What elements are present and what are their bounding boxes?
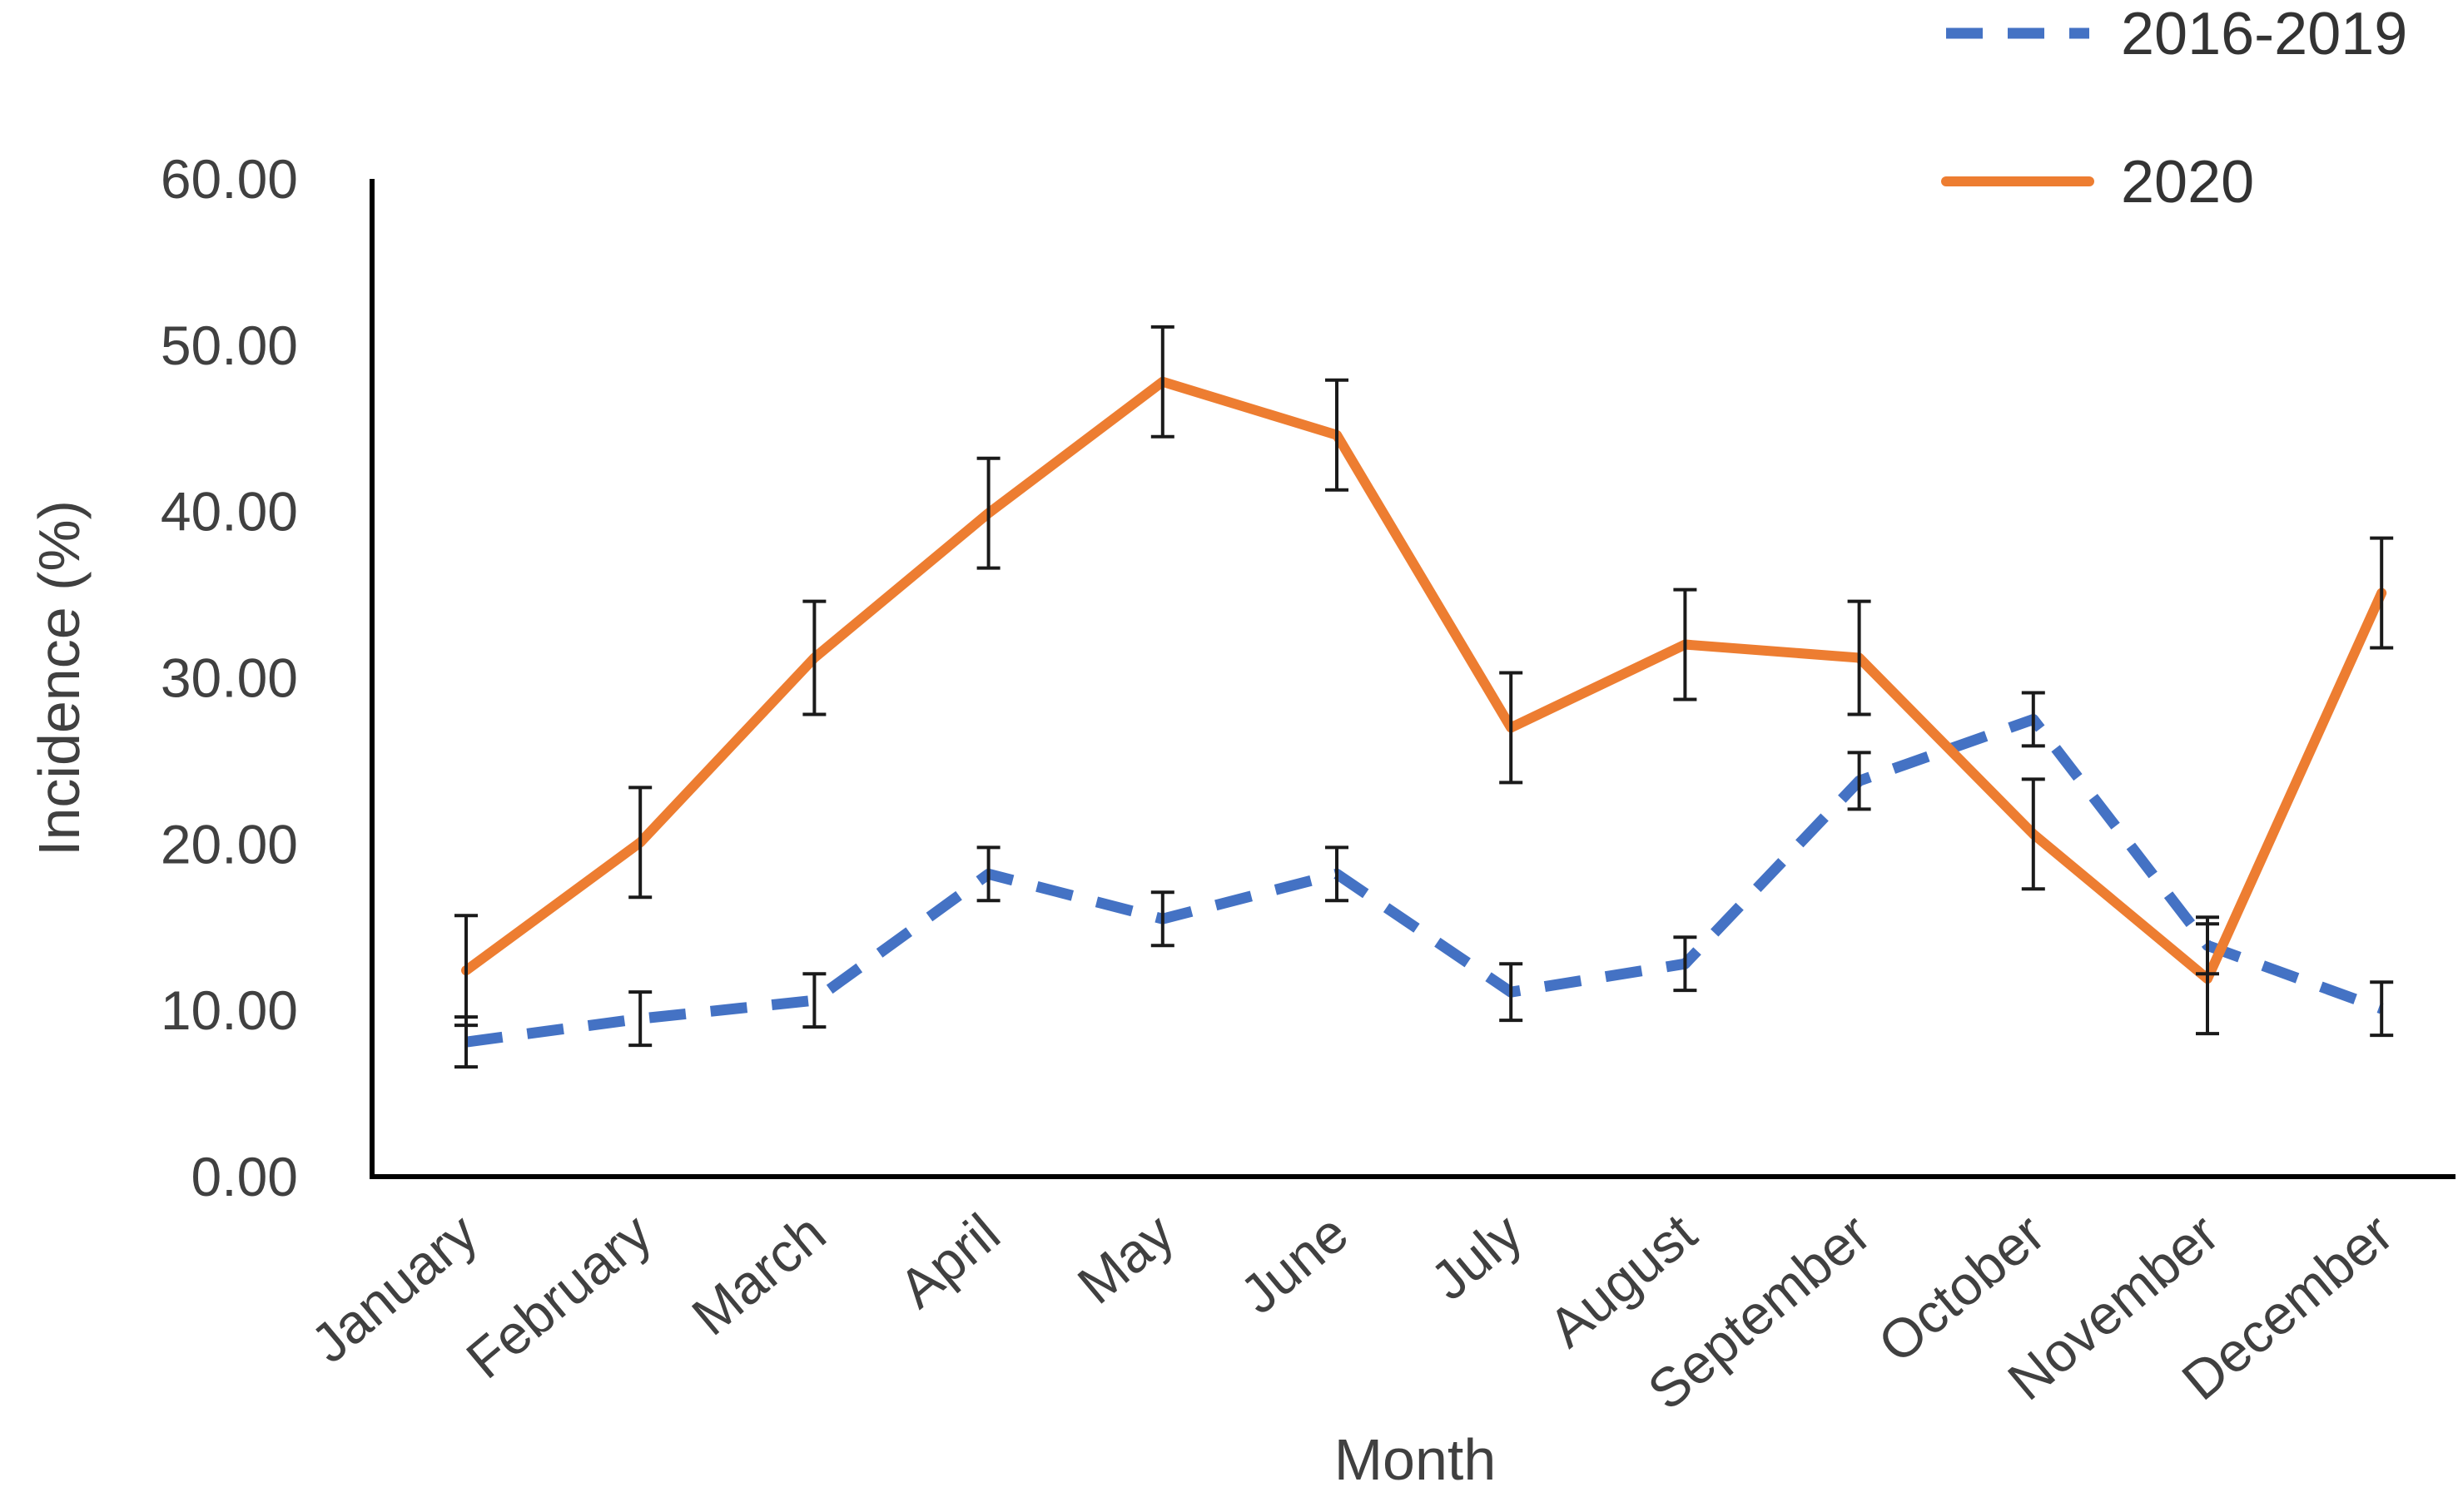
y-tick-label: 10.00 (161, 979, 298, 1041)
error-bar (802, 972, 827, 1029)
error-bar (2196, 922, 2219, 1036)
error-bar (1150, 325, 1174, 439)
series-lines (461, 376, 2387, 1048)
y-tick-label: 0.00 (191, 1146, 298, 1207)
y-tick-label: 20.00 (161, 813, 298, 875)
error-bar (1847, 751, 1871, 811)
chart-axes (370, 179, 2456, 1179)
y-tick-label: 50.00 (161, 315, 298, 376)
y-tick-label: 60.00 (161, 148, 298, 210)
error-bar (1847, 599, 1871, 716)
error-bar (976, 845, 1001, 903)
error-bar (1499, 671, 1523, 785)
x-tick-label: February (454, 1202, 663, 1390)
error-bar (2370, 980, 2394, 1038)
error-bar (1325, 845, 1348, 903)
error-bar (1150, 890, 1174, 948)
legend-item: 2016-2019 (1946, 1, 2407, 67)
error-bar (976, 456, 1001, 570)
error-bar (802, 599, 827, 716)
x-axis-title: Month (1334, 1427, 1497, 1492)
x-tick-label: March (680, 1202, 837, 1347)
error-bar (2370, 536, 2394, 650)
error-bar (2021, 691, 2045, 748)
y-tick-label: 30.00 (161, 647, 298, 709)
error-bars (454, 325, 2394, 1069)
y-tick-labels: 0.00 10.00 20.00 30.00 40.00 50.00 60.00 (161, 148, 298, 1207)
error-bar (628, 786, 653, 900)
error-bar (1673, 587, 1697, 701)
error-bar (628, 990, 653, 1048)
error-bar (2021, 777, 2045, 891)
error-bar (1325, 378, 1348, 492)
series-line-current (461, 376, 2387, 984)
legend: 2016-2019 2020 (1941, 1, 2407, 216)
y-tick-label: 40.00 (161, 481, 298, 543)
x-tick-label: April (887, 1202, 1011, 1320)
x-tick-label: May (1066, 1202, 1185, 1316)
y-axis-title: Incidence (%) (27, 500, 92, 856)
legend-item: 2020 (1941, 149, 2254, 216)
error-bar (1499, 962, 1523, 1023)
x-tick-label: July (1419, 1202, 1533, 1311)
legend-label: 2016-2019 (2121, 1, 2407, 67)
x-tick-label: June (1229, 1202, 1359, 1326)
legend-label: 2020 (2121, 149, 2254, 216)
series-line-baseline (465, 713, 2384, 1048)
error-bar (454, 914, 478, 1028)
error-bar (1673, 935, 1697, 993)
